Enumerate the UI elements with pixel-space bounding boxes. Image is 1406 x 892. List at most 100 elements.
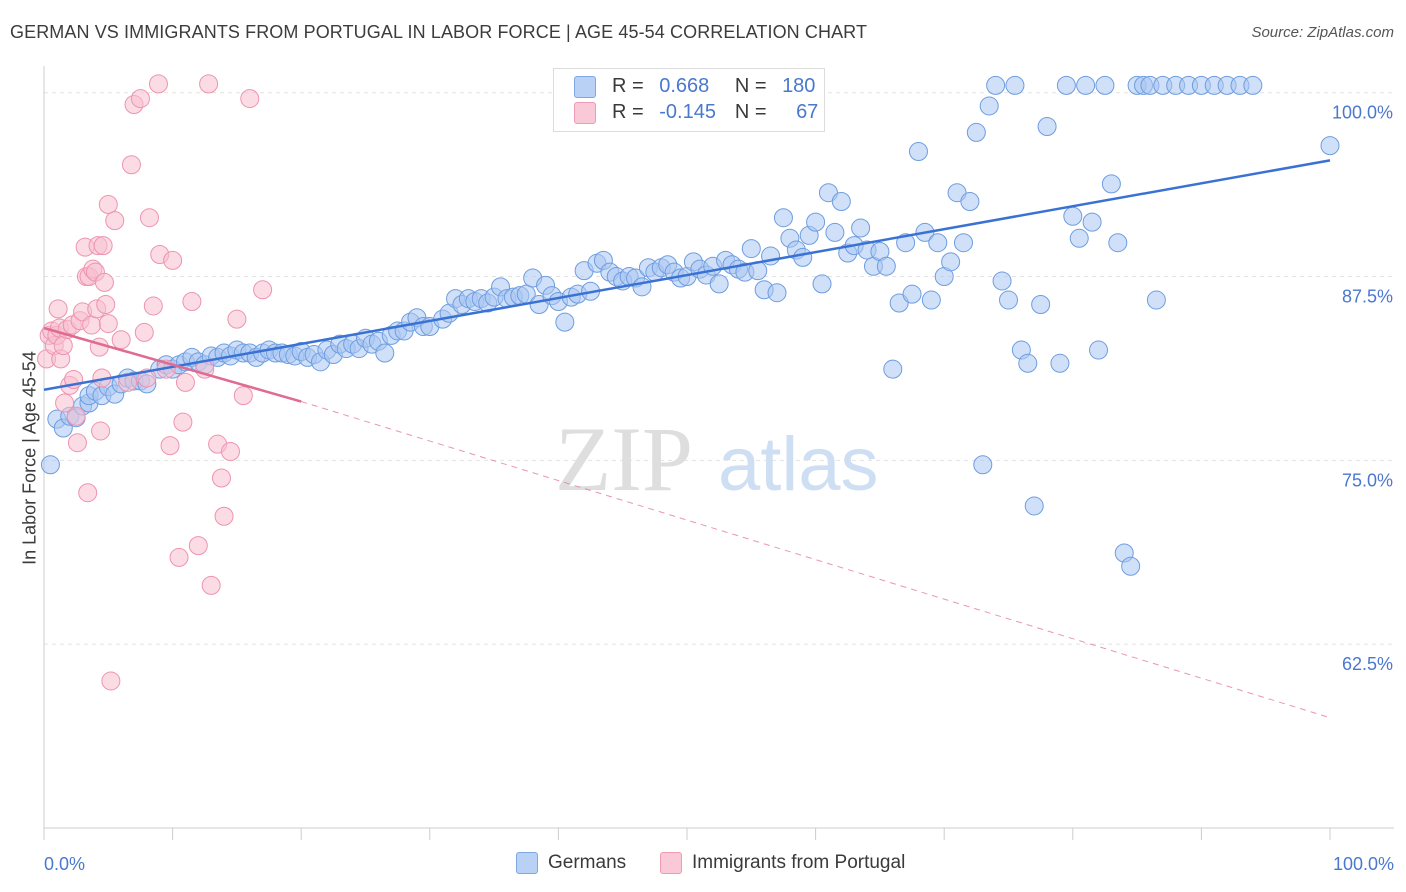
x-tick-label-max: 100.0% (1333, 854, 1394, 874)
german-point (793, 247, 813, 267)
portugal-point (67, 433, 87, 453)
german-point (883, 359, 903, 379)
portugal-point (201, 575, 221, 595)
german-point (941, 252, 961, 272)
portugal-point (98, 314, 118, 334)
portugal-point (98, 194, 118, 214)
german-point (876, 256, 896, 276)
legend-row-germans: R = 0.668 N = 180 (574, 75, 815, 101)
portugal-point (199, 74, 219, 94)
german-point (1018, 353, 1038, 373)
portugal-point (134, 322, 154, 342)
german-point (851, 218, 871, 238)
portugal-point (48, 299, 68, 319)
german-point (960, 192, 980, 212)
portugal-point (130, 89, 150, 109)
german-point (773, 208, 793, 228)
german-point (1024, 496, 1044, 516)
portugal-point (214, 506, 234, 526)
german-point (1076, 75, 1096, 95)
series-legend: Germans Immigrants from Portugal (0, 852, 1406, 878)
portugal-point (111, 330, 131, 350)
portugal-point (227, 309, 247, 329)
series-label-germans: Germans (548, 852, 627, 874)
trend-lines (43, 159, 1331, 719)
german-point (831, 192, 851, 212)
german-point (1031, 294, 1051, 314)
grid-lines (44, 92, 1394, 645)
german-point (979, 96, 999, 116)
portugal-point (253, 280, 273, 300)
portugal-point (240, 89, 260, 109)
legend-n-value: 180 (782, 75, 816, 97)
portugal-point (91, 421, 111, 441)
portugal-points (37, 74, 273, 691)
watermark-zip: ZIP (555, 408, 693, 510)
portugal-point (96, 294, 116, 314)
germans-trend-line (43, 159, 1331, 391)
portugal-point (66, 406, 86, 426)
portugal-trend-line (43, 326, 302, 403)
y-tick-label: 87.5% (1342, 287, 1393, 307)
legend-r-label: R = (612, 101, 644, 123)
series-label-portugal: Immigrants from Portugal (692, 852, 906, 874)
legend-n-value: 67 (796, 101, 819, 123)
y-tick-label: 100.0% (1332, 103, 1393, 123)
german-point (1082, 212, 1102, 232)
german-point (908, 142, 928, 162)
german-point (953, 233, 973, 253)
german-point (921, 290, 941, 310)
legend-n-label: N = (734, 101, 767, 123)
german-point (1037, 117, 1057, 137)
x-tick-label-min: 0.0% (44, 854, 85, 874)
portugal-point (169, 547, 189, 567)
portugal-point (188, 536, 208, 556)
german-point (992, 271, 1012, 291)
stats-legend: R = 0.668 N = 180 R = -0.145 N = 67 (553, 68, 825, 132)
portugal-point (121, 155, 141, 175)
portugal-point (160, 436, 180, 456)
german-point (896, 233, 916, 253)
series-legend-portugal: Immigrants from Portugal (660, 852, 905, 874)
portugal-point (78, 483, 98, 503)
german-point (1063, 206, 1083, 226)
germans-points (40, 75, 1340, 576)
german-point (966, 122, 986, 142)
german-point (973, 455, 993, 475)
german-point (632, 277, 652, 297)
portugal-trend-extension (301, 401, 1331, 719)
german-point (1005, 75, 1025, 95)
portugal-point (82, 315, 102, 335)
portugal-point (163, 250, 183, 270)
y-tick-label: 75.0% (1342, 470, 1393, 490)
legend-r-label: R = (612, 75, 644, 97)
portugal-point (173, 412, 193, 432)
portugal-point (55, 393, 75, 413)
german-point (1121, 556, 1141, 576)
german-point (375, 343, 395, 363)
german-point (1108, 233, 1128, 253)
y-tick-label: 62.5% (1342, 654, 1393, 674)
german-point (986, 75, 1006, 95)
portugal-point (182, 292, 202, 312)
portugal-point (233, 386, 253, 406)
y-axis-label: In Labor Force | Age 45-54 (19, 351, 40, 565)
portugal-point (148, 74, 168, 94)
source-label: Source: ZipAtlas.com (1251, 24, 1394, 41)
german-point (40, 455, 60, 475)
legend-swatch-pink (574, 101, 596, 124)
german-point (741, 239, 761, 259)
german-point (767, 283, 787, 303)
german-point (1101, 174, 1121, 194)
portugal-point (143, 296, 163, 316)
watermark: ZIP atlas (555, 408, 879, 510)
legend-r-value: 0.668 (659, 75, 710, 97)
legend-swatch-blue (574, 75, 596, 98)
portugal-point (53, 336, 73, 356)
portugal-point (211, 468, 231, 488)
portugal-point (175, 372, 195, 392)
german-point (1089, 340, 1109, 360)
series-swatch-blue (516, 852, 538, 874)
german-point (812, 274, 832, 294)
